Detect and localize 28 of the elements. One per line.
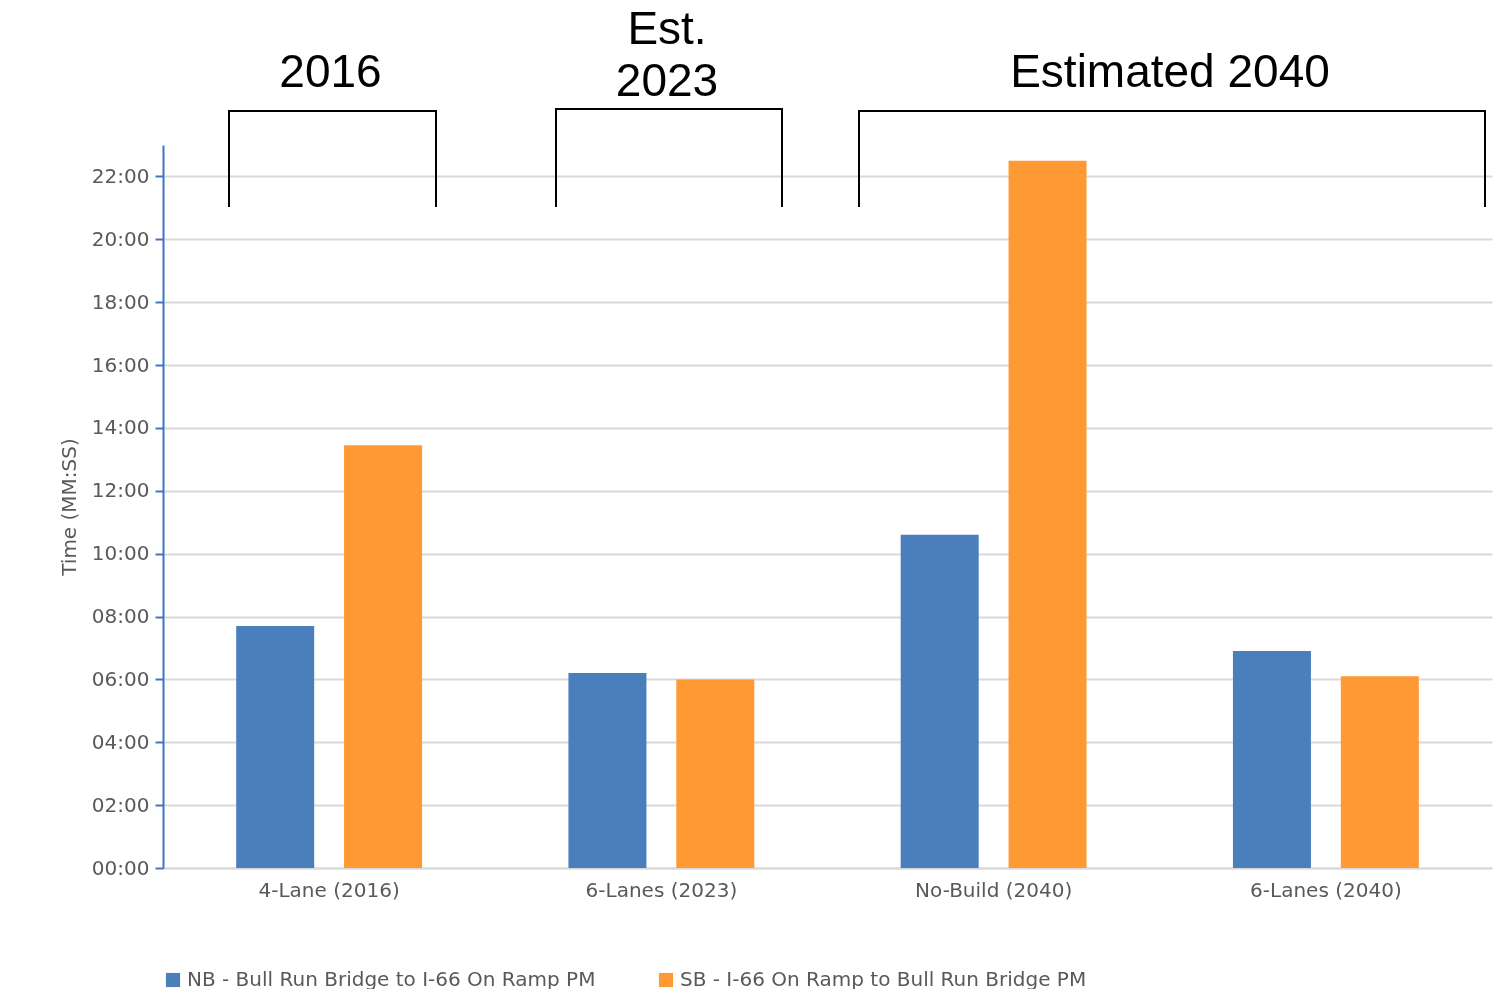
y-axis-title: Time (MM:SS) <box>56 438 81 577</box>
y-tick-label: 18:00 <box>91 289 150 314</box>
bar <box>1232 651 1311 868</box>
y-tick-label: 00:00 <box>91 855 150 880</box>
x-tick-label: No-Build (2040) <box>915 877 1073 902</box>
y-tick-label: 22:00 <box>91 163 150 188</box>
y-tick-label: 20:00 <box>91 226 150 251</box>
bar <box>236 625 315 868</box>
text: Estimated 2040 <box>1009 45 1331 97</box>
text: Est. 2023 <box>614 2 720 106</box>
x-tick-label: 6-Lanes (2023) <box>585 877 738 902</box>
bar <box>676 679 755 868</box>
y-tick-label: 02:00 <box>91 792 150 817</box>
text: 2016 <box>278 45 383 97</box>
y-tick-label: 08:00 <box>91 604 150 629</box>
bar <box>568 673 647 868</box>
bar <box>1008 160 1087 868</box>
y-tick-label: 14:00 <box>91 415 150 440</box>
x-tick-label: 6-Lanes (2040) <box>1250 877 1402 902</box>
y-tick-label: 10:00 <box>91 541 150 566</box>
bar <box>900 534 979 868</box>
bar <box>1340 676 1419 868</box>
y-tick-label: 04:00 <box>91 729 150 754</box>
y-tick-label: 06:00 <box>91 666 150 691</box>
y-tick-label: 16:00 <box>91 352 150 377</box>
x-tick-label: 4-Lane (2016) <box>258 877 400 902</box>
bar <box>344 445 423 868</box>
y-tick-label: 12:00 <box>91 478 150 503</box>
